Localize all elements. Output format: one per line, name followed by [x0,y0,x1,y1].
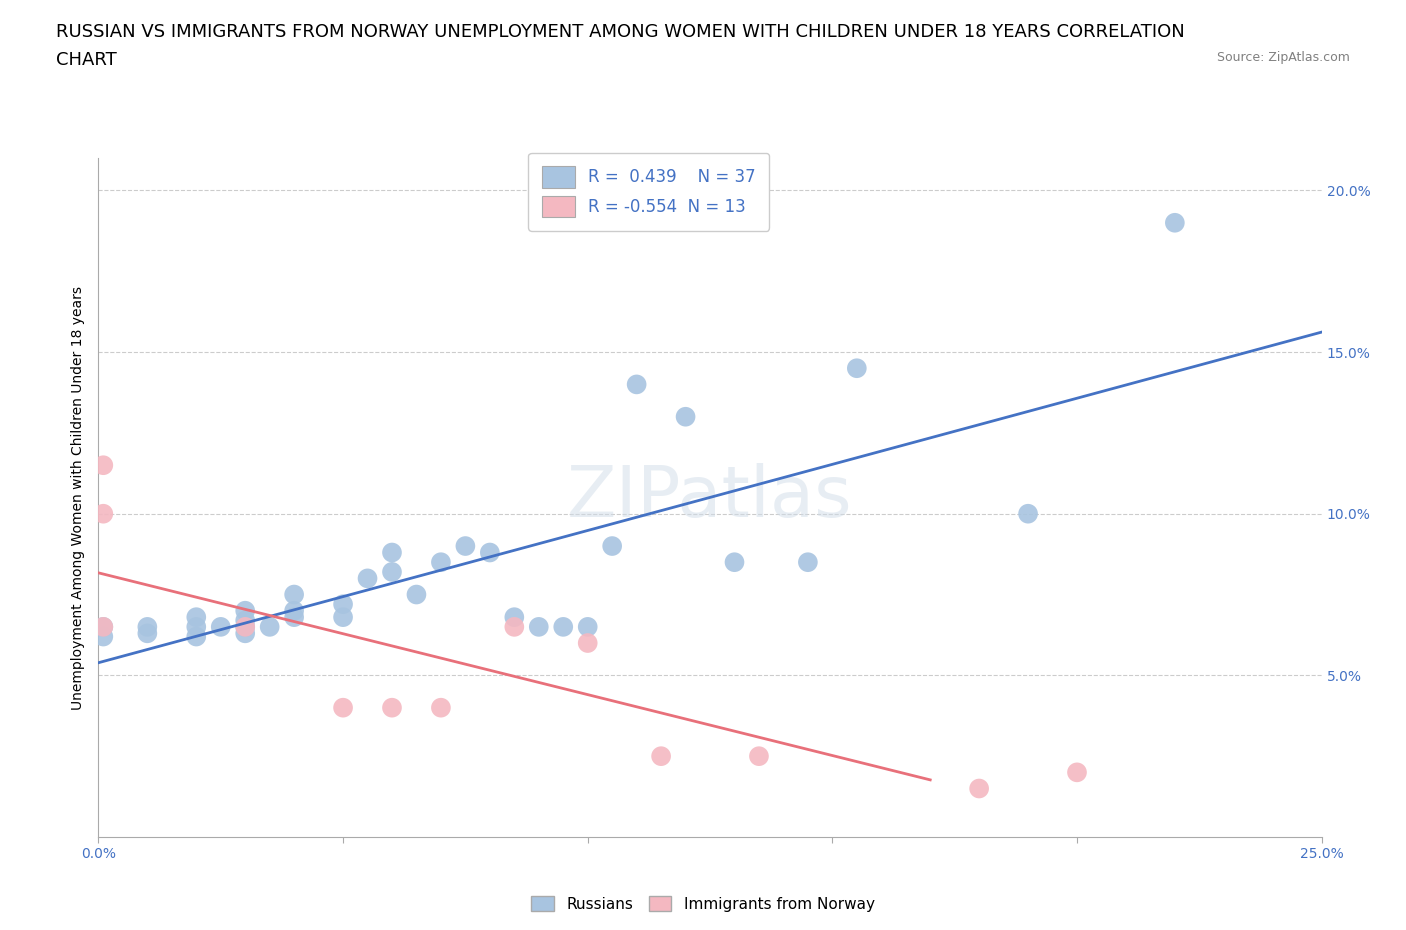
Point [503,619,526,634]
Point [283,604,305,618]
Point [283,587,305,602]
Point [332,700,354,715]
Point [332,610,354,625]
Legend: Russians, Immigrants from Norway: Russians, Immigrants from Norway [526,889,880,918]
Point [186,629,208,644]
Point [1017,506,1039,521]
Point [527,619,550,634]
Point [675,409,697,424]
Point [91,629,114,644]
Point [381,545,404,560]
Point [650,749,672,764]
Point [478,545,501,560]
Point [1066,764,1088,779]
Point [626,377,648,392]
Y-axis label: Unemployment Among Women with Children Under 18 years: Unemployment Among Women with Children U… [72,286,86,710]
Point [576,635,599,650]
Point [503,610,526,625]
Point [381,700,404,715]
Point [748,749,770,764]
Point [576,619,599,634]
Point [553,619,575,634]
Text: ZIPatlas: ZIPatlas [567,463,853,532]
Point [967,781,990,796]
Point [600,538,623,553]
Point [723,555,745,570]
Point [405,587,427,602]
Point [430,555,453,570]
Point [91,619,114,634]
Point [233,626,256,641]
Point [136,626,159,641]
Point [381,565,404,579]
Point [454,538,477,553]
Point [797,555,820,570]
Point [332,597,354,612]
Point [209,619,232,634]
Legend: R =  0.439    N = 37, R = -0.554  N = 13: R = 0.439 N = 37, R = -0.554 N = 13 [529,153,769,231]
Point [430,700,453,715]
Text: Source: ZipAtlas.com: Source: ZipAtlas.com [1216,51,1350,64]
Text: CHART: CHART [56,51,117,69]
Point [233,619,256,634]
Point [283,610,305,625]
Point [91,458,114,472]
Point [91,619,114,634]
Point [91,506,114,521]
Point [259,619,281,634]
Text: RUSSIAN VS IMMIGRANTS FROM NORWAY UNEMPLOYMENT AMONG WOMEN WITH CHILDREN UNDER 1: RUSSIAN VS IMMIGRANTS FROM NORWAY UNEMPL… [56,23,1185,41]
Point [233,613,256,628]
Point [1164,216,1187,231]
Point [186,619,208,634]
Point [186,610,208,625]
Point [136,619,159,634]
Point [233,619,256,634]
Point [845,361,868,376]
Point [233,604,256,618]
Point [356,571,378,586]
